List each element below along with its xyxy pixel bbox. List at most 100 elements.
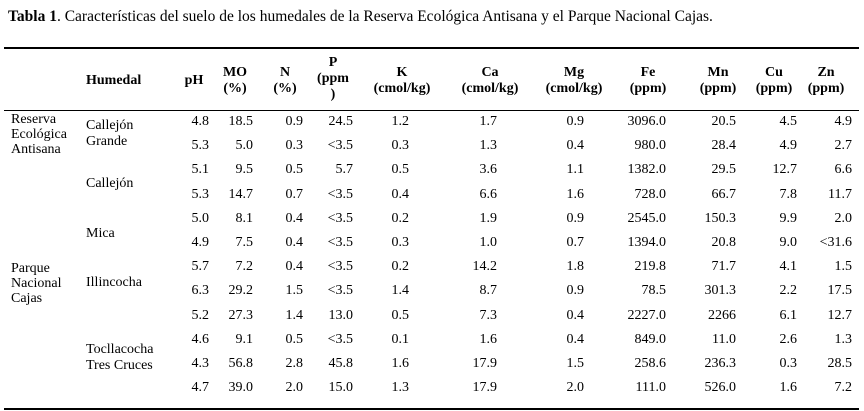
cell-ph: 5.1	[191, 162, 210, 178]
cell-ph: 4.6	[191, 331, 210, 347]
cell-zn: 28.5	[827, 356, 853, 371]
cell-fe: 78.5	[641, 283, 667, 299]
cell-n: 1.5	[285, 283, 304, 299]
wetland-label: Callejón	[86, 176, 134, 191]
cell-k: 1.4	[391, 283, 410, 299]
cell-p: <3.5	[327, 138, 353, 154]
cell-zn: 1.3	[834, 331, 853, 347]
cell-zn: 17.5	[827, 283, 853, 299]
cell-ca: 3.6	[479, 162, 498, 178]
cell-fe: 849.0	[634, 331, 667, 347]
cell-p: 15.0	[328, 380, 354, 396]
header-n-unit: (%)	[273, 81, 297, 96]
cell-p: <3.5	[327, 283, 353, 299]
cell-cu: 12.7	[772, 162, 798, 178]
cell-p: <3.5	[327, 331, 353, 347]
header-ph: pH	[184, 73, 204, 88]
cell-ph: 4.7	[191, 380, 210, 396]
cell-ca: 1.3	[479, 138, 498, 154]
cell-p: <3.5	[327, 210, 353, 226]
cell-fe: 2227.0	[627, 307, 667, 323]
cell-cu: 2.2	[779, 283, 798, 299]
cell-mn: 150.3	[704, 210, 737, 226]
cell-mo: 9.1	[235, 331, 254, 347]
cell-ph: 5.2	[191, 307, 210, 323]
cell-p: <3.5	[327, 186, 353, 202]
table-bottom-rule	[4, 408, 859, 410]
cell-ca: 1.0	[479, 235, 498, 250]
cell-n: 0.5	[285, 331, 304, 347]
cell-mo: 5.0	[235, 138, 254, 154]
cell-mg: 0.7	[566, 235, 585, 250]
cell-fe: 111.0	[635, 380, 666, 396]
cell-ph: 5.3	[191, 186, 210, 202]
cell-mg: 2.0	[566, 380, 585, 396]
cell-k: 0.4	[391, 186, 410, 202]
cell-k: 1.2	[391, 114, 410, 129]
cell-cu: 9.0	[779, 235, 798, 250]
cell-mo: 56.8	[228, 356, 254, 371]
cell-ph: 4.8	[191, 114, 210, 129]
cell-k: 0.2	[391, 259, 410, 275]
cell-mn: 11.0	[712, 331, 736, 347]
wetland-label: Mica	[86, 226, 115, 241]
wetland-label: Callejón	[86, 118, 134, 133]
cell-n: 0.4	[285, 259, 304, 275]
cell-mg: 1.6	[566, 186, 585, 202]
table-caption-text: . Características del suelo de los humed…	[56, 8, 713, 25]
cell-mn: 236.3	[704, 356, 737, 371]
cell-mo: 7.5	[235, 235, 254, 250]
cell-mo: 27.3	[228, 307, 254, 323]
cell-cu: 4.1	[779, 259, 798, 275]
region-label: Parque	[11, 261, 50, 276]
cell-mg: 0.4	[566, 307, 585, 323]
cell-cu: 1.6	[779, 380, 798, 396]
cell-mo: 18.5	[228, 114, 254, 129]
cell-zn: 2.0	[834, 210, 853, 226]
table-caption: Tabla 1. Características del suelo de lo…	[8, 8, 713, 26]
cell-ca: 17.9	[472, 356, 498, 371]
header-mg: Mg	[563, 65, 585, 80]
cell-ph: 4.9	[191, 235, 210, 250]
cell-k: 1.3	[391, 380, 410, 396]
header-mo: MO	[222, 65, 248, 80]
cell-cu: 4.9	[779, 138, 798, 154]
cell-n: 0.4	[285, 210, 304, 226]
header-fe-unit: (ppm)	[629, 81, 667, 96]
cell-mn: 20.5	[711, 114, 737, 129]
table-top-rule	[4, 47, 859, 49]
cell-mn: 66.7	[711, 186, 737, 202]
cell-n: 2.0	[285, 380, 304, 396]
cell-zn: 1.5	[834, 259, 853, 275]
cell-ca: 8.7	[479, 283, 498, 299]
cell-fe: 1382.0	[627, 162, 667, 178]
cell-ca: 1.6	[479, 331, 498, 347]
header-humedal: Humedal	[86, 73, 142, 88]
cell-fe: 980.0	[634, 138, 667, 154]
cell-k: 1.6	[391, 356, 410, 371]
cell-k: 0.5	[391, 307, 410, 323]
region-label: Antisana	[11, 142, 61, 157]
wetland-label: Illincocha	[86, 275, 142, 290]
cell-mo: 14.7	[228, 186, 254, 202]
cell-n: 0.4	[285, 235, 304, 250]
header-k: K	[396, 65, 408, 80]
wetland-label: Tres Cruces	[86, 358, 153, 373]
header-fe: Fe	[640, 65, 656, 80]
cell-fe: 2545.0	[627, 210, 667, 226]
cell-mn: 20.8	[711, 235, 737, 250]
cell-p: 24.5	[328, 114, 354, 129]
cell-ca: 1.9	[479, 210, 498, 226]
cell-n: 1.4	[285, 307, 304, 323]
cell-n: 0.3	[285, 138, 304, 154]
wetland-label: Tocllacocha	[86, 342, 154, 357]
cell-ca: 17.9	[472, 380, 498, 396]
header-ca: Ca	[481, 65, 499, 80]
cell-ca: 1.7	[479, 114, 498, 129]
cell-zn: 6.6	[834, 162, 853, 178]
wetland-label: Grande	[86, 134, 128, 149]
cell-k: 0.1	[391, 331, 410, 347]
cell-mg: 1.1	[566, 162, 585, 178]
cell-mn: 28.4	[711, 138, 737, 154]
header-n: N	[279, 65, 291, 80]
